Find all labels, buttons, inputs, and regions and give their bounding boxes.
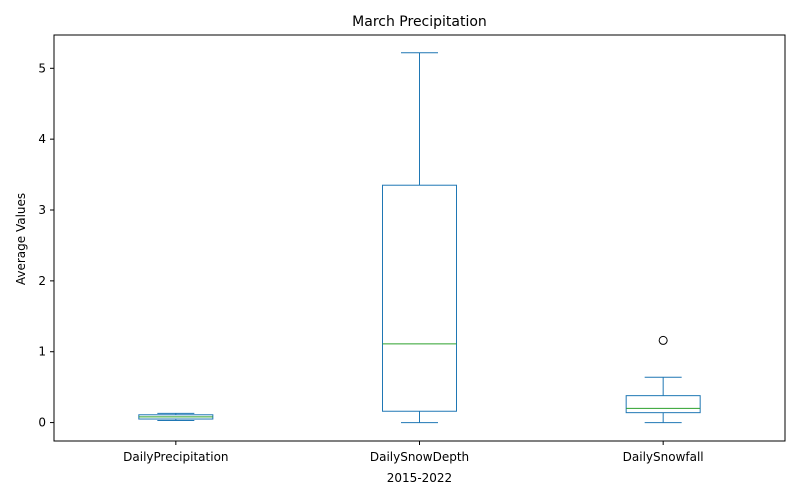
y-tick-label: 4 [38,132,46,146]
box-dailysnowdepth [382,184,457,412]
y-tick-label: 3 [38,203,46,217]
x-tick-label: DailySnowDepth [370,450,469,464]
y-tick-label: 0 [38,416,46,430]
y-tick-label: 2 [38,274,46,288]
y-tick-label: 1 [38,345,46,359]
flier-dailysnowfall-0 [658,335,668,345]
y-axis-label: Average Values [14,193,28,285]
chart-title: March Precipitation [352,14,487,30]
x-tick-label: DailyPrecipitation [123,450,228,464]
y-tick-label: 5 [38,61,46,75]
x-axis-label: 2015-2022 [387,471,452,485]
box-dailysnowfall [625,395,701,414]
x-tick-label: DailySnowfall [623,450,704,464]
